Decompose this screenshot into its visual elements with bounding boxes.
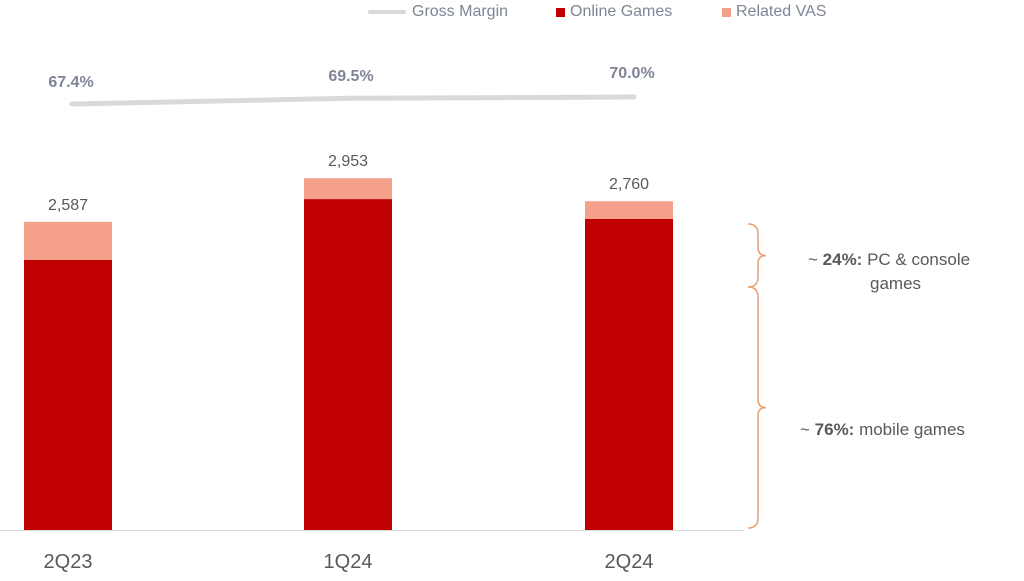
gross-margin-swatch xyxy=(368,10,406,14)
bar-online-games-2q23 xyxy=(24,259,112,530)
bar-related-vas-2q24 xyxy=(585,201,673,219)
gross-margin-label-2q23: 67.4% xyxy=(48,74,93,91)
total-label-2q24: 2,760 xyxy=(609,176,649,193)
brace-mobile xyxy=(747,286,767,529)
annotation-pc-console-line2: games xyxy=(870,274,922,293)
bar-online-games-1q24 xyxy=(304,199,392,530)
related-vas-swatch xyxy=(722,7,731,17)
x-tick-label-1q24: 1Q24 xyxy=(324,551,373,573)
total-label-2q23: 2,587 xyxy=(48,197,88,214)
legend-online-games-label: Online Games xyxy=(570,3,673,20)
legend-gross-margin-label: Gross Margin xyxy=(412,3,509,20)
gross-margin-label-2q24: 70.0% xyxy=(609,65,654,82)
legend-related-vas-label: Related VAS xyxy=(736,3,827,20)
legend-online-games: Online Games xyxy=(556,2,672,22)
x-tick-label-2q23: 2Q23 xyxy=(44,551,93,573)
legend-related-vas: Related VAS xyxy=(722,2,826,22)
x-tick-label-2q24: 2Q24 xyxy=(605,551,654,573)
gross-margin-label-1q24: 69.5% xyxy=(328,68,373,85)
total-label-1q24: 2,953 xyxy=(328,153,368,170)
annotation-pc-console: ~ 24%: PC & console games xyxy=(800,248,1010,296)
bar-related-vas-2q23 xyxy=(24,221,112,260)
bar-online-games-2q24 xyxy=(585,218,673,530)
online-games-swatch xyxy=(556,7,565,17)
bar-related-vas-1q24 xyxy=(304,178,392,200)
brace-pc-console xyxy=(747,223,767,288)
legend-gross-margin: Gross Margin xyxy=(368,2,508,22)
gross-margin-line xyxy=(69,94,637,107)
annotation-mobile: ~ 76%: mobile games xyxy=(800,420,965,439)
